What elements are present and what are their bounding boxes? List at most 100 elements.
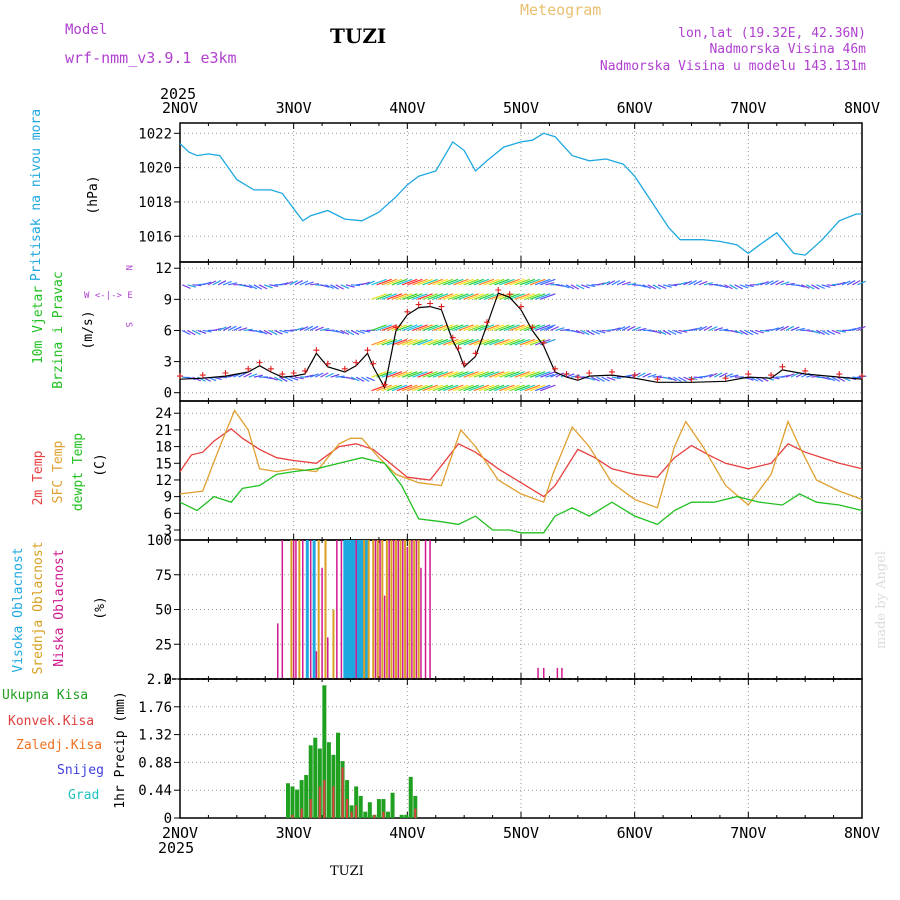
wind-arrow <box>678 329 688 333</box>
precip-unit: (mm) <box>113 691 128 722</box>
wind-arrow <box>289 280 298 286</box>
wind-gust-marker <box>279 371 286 378</box>
wind-arrow <box>432 338 449 346</box>
wind-arrow <box>458 324 474 332</box>
wind-gust-marker <box>745 371 752 378</box>
wind-arrow <box>294 376 304 380</box>
wind-arrow <box>320 284 330 288</box>
bottom-day-label: 7NOV <box>730 824 766 842</box>
compass-we: W <-|-> E <box>84 291 133 301</box>
wind-arrow <box>647 373 657 378</box>
wind-arrow <box>422 293 438 300</box>
wind-arrow <box>289 376 299 381</box>
y-tick-label: 100 <box>147 533 172 549</box>
year-top: 2025 <box>160 85 196 103</box>
wind-gust-marker <box>302 367 309 374</box>
y-tick-label: 15 <box>155 456 172 472</box>
precip-total-bar <box>381 799 386 818</box>
wind-gust-marker <box>324 360 331 367</box>
wind-arrow <box>468 278 484 286</box>
wind-arrow <box>402 384 418 392</box>
y-tick-label: 9 <box>164 292 172 308</box>
wind-arrow <box>591 329 600 335</box>
wind-arrow <box>182 329 191 336</box>
wind-arrow <box>248 284 258 290</box>
wind-gust-marker <box>574 374 581 381</box>
wind-arrow <box>243 328 253 332</box>
precip-conv-bar <box>341 767 344 818</box>
legend-total-rain: Ukupna Kisa <box>2 688 88 703</box>
wind-arrow <box>785 325 795 331</box>
bottom-day-labels: 2NOV 3NOV 4NOV 5NOV 6NOV 7NOV 8NOV <box>162 824 880 842</box>
cloud-ylabel: Visoka Oblacnost <box>11 547 26 672</box>
wind-arrow <box>402 338 418 346</box>
wind-arrow <box>514 338 530 346</box>
wind-arrow <box>442 371 459 378</box>
y-tick-label: 75 <box>155 568 172 584</box>
wind-gust-marker <box>455 345 462 352</box>
wind-arrow <box>499 278 515 286</box>
wind-arrow <box>545 282 555 286</box>
wind-arrow <box>478 293 495 300</box>
precip-total-bar <box>322 685 327 818</box>
y-tick-label: 21 <box>155 423 172 439</box>
wind-arrow <box>458 384 474 392</box>
wind-arrow <box>432 371 449 378</box>
pressure-ylabel: Pritisak na nivou mora <box>29 109 44 281</box>
bottom-day-label: 6NOV <box>617 824 653 842</box>
wind-arrow <box>304 325 314 331</box>
wind-gust-marker <box>222 369 229 376</box>
wind-arrow <box>713 372 723 378</box>
wind-arrow <box>350 376 360 382</box>
wind-arrow <box>473 278 490 286</box>
wind-arrow <box>499 371 515 378</box>
wind-arrow <box>294 279 303 286</box>
wind-arrow <box>637 284 647 288</box>
wind-arrow <box>499 324 515 332</box>
wind-gust-marker <box>654 376 661 383</box>
wind-arrow <box>785 373 795 378</box>
wind-arrow <box>703 373 713 378</box>
precip-conv-bar <box>382 811 385 818</box>
wind-arrow <box>673 376 682 382</box>
wind-arrow <box>519 384 536 392</box>
wind-arrow <box>545 373 555 378</box>
wind-arrow <box>376 338 392 346</box>
wind-arrow <box>540 293 556 300</box>
wind-arrow <box>596 282 606 286</box>
wind-gust-marker <box>518 303 524 310</box>
precip-conv-bar <box>318 786 321 818</box>
wind-arrow <box>412 293 428 300</box>
wind-arrow <box>381 384 397 392</box>
wind-gust-marker <box>370 360 377 367</box>
wind-arrow <box>463 384 479 392</box>
wind-arrow <box>407 278 423 286</box>
wind-arrow <box>478 384 495 392</box>
wind-arrow <box>427 338 444 346</box>
wind-arrow <box>417 278 433 286</box>
wind-arrow <box>519 371 536 378</box>
wind-arrow <box>407 371 423 378</box>
wind-gust-marker <box>859 373 865 380</box>
wind-arrow <box>555 372 564 378</box>
wind-arrow <box>831 329 841 335</box>
legend-frz-rain: Zaledj.Kisa <box>16 738 102 753</box>
wind-arrow <box>351 284 361 287</box>
precip-total-bar <box>376 799 381 818</box>
wind-arrow <box>601 376 611 382</box>
top-day-label: 7NOV <box>730 99 766 117</box>
wind-arrow <box>836 281 846 286</box>
wind-arrow <box>453 293 469 300</box>
wind-arrow <box>785 282 795 286</box>
wind-arrow <box>294 327 304 332</box>
precip-total-bar <box>367 802 372 818</box>
wind-arrow <box>811 329 821 334</box>
wind-arrow <box>386 278 403 286</box>
wind-arrow <box>504 371 520 378</box>
wind-arrow <box>570 284 580 290</box>
wind-arrow <box>616 280 626 286</box>
wind-arrow <box>795 284 805 288</box>
wind-arrow <box>826 284 836 287</box>
wind-arrow <box>402 278 418 286</box>
wind-arrow <box>755 282 765 286</box>
